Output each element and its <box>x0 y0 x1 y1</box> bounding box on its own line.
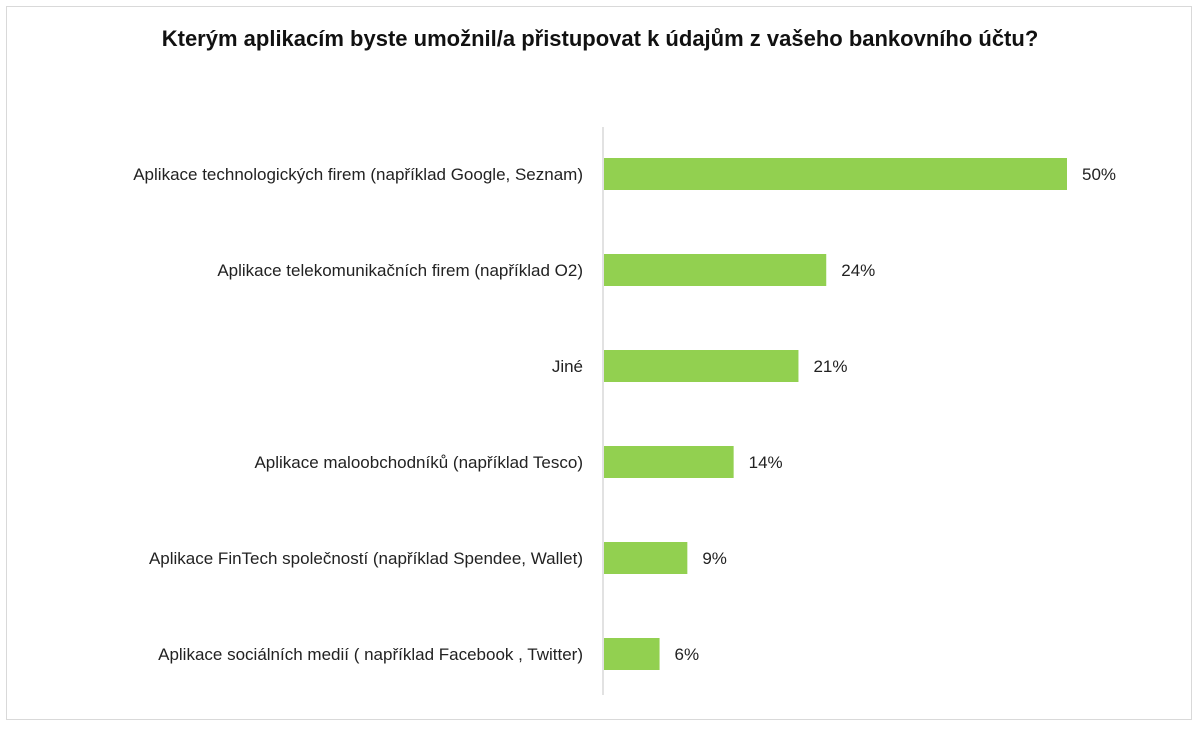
data-label: 6% <box>675 645 700 664</box>
chart-title: Kterým aplikacím byste umožnil/a přistup… <box>161 26 1039 51</box>
category-label: Aplikace maloobchodníků (například Tesco… <box>254 453 583 472</box>
data-label: 14% <box>749 453 783 472</box>
category-label: Jiné <box>552 357 583 376</box>
category-label: Aplikace FinTech společností (například … <box>149 549 583 568</box>
data-label: 24% <box>841 261 875 280</box>
bar <box>604 254 827 286</box>
data-label: 21% <box>813 357 847 376</box>
bar <box>604 158 1067 190</box>
category-label: Aplikace technologických firem (napříkla… <box>133 165 583 184</box>
data-label: 50% <box>1082 165 1116 184</box>
data-label: 9% <box>702 549 727 568</box>
category-label: Aplikace telekomunikačních firem (napřík… <box>217 261 583 280</box>
bar <box>604 446 734 478</box>
bar <box>604 542 688 574</box>
chart-frame <box>6 6 1192 720</box>
bar <box>604 350 799 382</box>
category-label: Aplikace sociálních medií ( například Fa… <box>158 645 583 664</box>
bar <box>604 638 660 670</box>
